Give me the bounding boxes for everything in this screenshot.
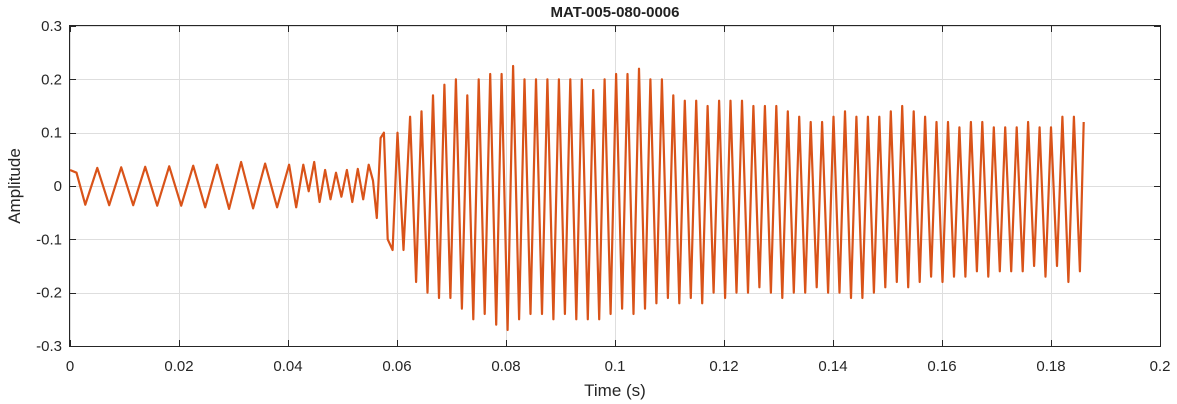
- y-tick-label: 0.1: [41, 125, 62, 142]
- x-axis-label: Time (s): [584, 381, 646, 400]
- series-layer: [69, 64, 1085, 332]
- x-tick-label: 0.12: [709, 358, 738, 375]
- y-tick-label: -0.1: [36, 231, 62, 248]
- x-tick-label: 0.02: [164, 358, 193, 375]
- y-tick-label: -0.2: [36, 285, 62, 302]
- x-tick-label: 0.2: [1150, 358, 1171, 375]
- x-tick-label: 0.08: [491, 358, 520, 375]
- x-tick-label: 0.16: [927, 358, 956, 375]
- plot-area-frame: [69, 25, 1161, 347]
- tick-marks: [70, 26, 1161, 347]
- x-tick-label: 0.1: [605, 358, 626, 375]
- y-tick-labels: 0.3 0.2 0.1 0 -0.1 -0.2 -0.3: [36, 18, 62, 355]
- y-tick-label: 0.2: [41, 71, 62, 88]
- series-line: [69, 64, 1085, 332]
- y-tick-label: -0.3: [36, 338, 62, 355]
- y-tick-label: 0: [54, 178, 62, 195]
- x-tick-label: 0.04: [273, 358, 302, 375]
- y-axis-label: Amplitude: [5, 148, 24, 224]
- x-tick-label: 0.18: [1036, 358, 1065, 375]
- chart-title: MAT-005-080-0006: [551, 4, 680, 21]
- x-tick-label: 0.06: [382, 358, 411, 375]
- x-tick-labels: 0 0.02 0.04 0.06 0.08 0.1 0.12 0.14 0.16 0.18 0.2: [66, 358, 1171, 375]
- x-tick-label: 0: [66, 358, 74, 375]
- y-tick-label: 0.3: [41, 18, 62, 35]
- x-tick-label: 0.14: [818, 358, 847, 375]
